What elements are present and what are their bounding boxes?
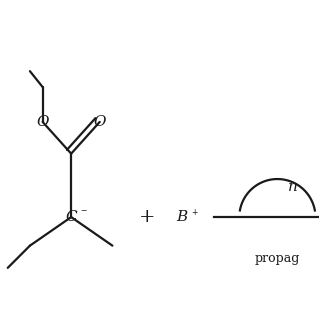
Text: propag: propag (255, 252, 300, 265)
Text: B: B (177, 210, 188, 224)
Text: O: O (36, 115, 49, 129)
Text: O: O (93, 115, 106, 129)
Text: $^{+}$: $^{+}$ (191, 208, 199, 218)
Text: n: n (288, 180, 298, 194)
Text: +: + (139, 208, 156, 226)
Text: C: C (65, 210, 77, 224)
Text: $^{-}$: $^{-}$ (80, 208, 88, 218)
